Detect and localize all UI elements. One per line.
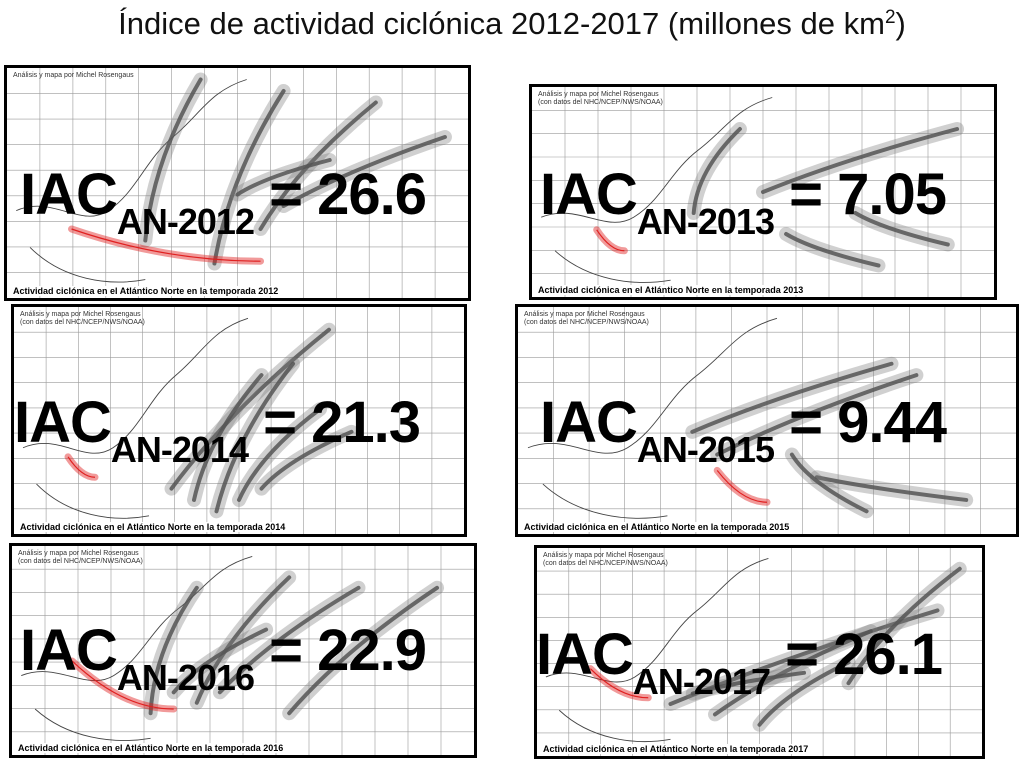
iac-label-2014: IACAN-2014 = 21.3 (14, 390, 421, 470)
map-caption: Actividad ciclónica en el Atlántico Nort… (536, 285, 806, 295)
map-caption: Actividad ciclónica en el Atlántico Nort… (522, 522, 792, 532)
coastline (554, 250, 671, 283)
storm-track (148, 585, 199, 716)
coastline (16, 79, 247, 217)
map-2014 (14, 307, 464, 534)
mexico-storm-swath (713, 466, 771, 506)
storm-track (814, 475, 969, 502)
iac-label-2012: IACAN-2012 = 26.6 (20, 162, 427, 242)
coastline (34, 708, 151, 741)
map-2013 (532, 87, 994, 297)
storm-track (194, 575, 292, 705)
storm-track (281, 135, 447, 208)
map-grid (537, 548, 982, 756)
storm-track (713, 629, 873, 717)
storm-track (784, 232, 881, 268)
map-panel-2014: Análisis y mapa por Michel Rosengaus (con… (11, 304, 467, 537)
map-2012 (7, 68, 468, 298)
map-panel-2012: Análisis y mapa por Michel Rosengaus Act… (4, 65, 471, 301)
coastline (21, 556, 253, 681)
map-credit: Análisis y mapa por Michel Rosengaus (con… (538, 91, 663, 106)
coastline (542, 483, 668, 519)
map-credit: Análisis y mapa por Michel Rosengaus (con… (524, 311, 649, 326)
map-2016 (12, 546, 474, 755)
map-credit: Análisis y mapa por Michel Rosengaus (con… (20, 311, 145, 326)
storm-track (143, 77, 203, 243)
coastline (22, 317, 249, 454)
coastline (541, 97, 773, 223)
storm-track (853, 211, 950, 247)
storm-track (235, 158, 332, 197)
storm-track (846, 566, 962, 686)
map-caption: Actividad ciclónica en el Atlántico Nort… (16, 743, 286, 753)
storm-track (192, 373, 264, 502)
map-panel-2013: Análisis y mapa por Michel Rosengaus (con… (529, 84, 997, 300)
map-grid (518, 307, 1016, 534)
storm-track (690, 361, 894, 434)
coastline (29, 247, 146, 283)
storm-track (214, 361, 295, 514)
storm-track (690, 670, 806, 696)
storm-track (237, 407, 322, 502)
coastline (36, 483, 150, 519)
mexico-storm-track (71, 660, 174, 710)
iac-label-2013: IACAN-2013 = 7.05 (540, 162, 947, 242)
coastline (558, 709, 671, 742)
map-caption: Actividad ciclónica en el Atlántico Nort… (541, 744, 811, 754)
map-2017 (537, 548, 982, 756)
coastline (545, 557, 769, 683)
storm-track (715, 373, 919, 457)
map-credit: Análisis y mapa por Michel Rosengaus (con… (18, 550, 143, 565)
iac-label-2017: IACAN-2017 = 26.1 (536, 622, 943, 702)
coastline (527, 317, 778, 454)
mexico-storm-track (716, 470, 768, 503)
storm-track (789, 452, 869, 514)
mexico-storm-track (67, 456, 96, 478)
map-grid (532, 87, 994, 297)
iac-label-2015: IACAN-2015 = 9.44 (540, 390, 947, 470)
iac-label-2016: IACAN-2016 = 22.9 (20, 618, 427, 698)
map-panel-2016: Análisis y mapa por Michel Rosengaus (con… (9, 543, 477, 758)
map-caption: Actividad ciclónica en el Atlántico Nort… (11, 286, 281, 296)
mexico-storm-track (589, 668, 649, 699)
map-grid (12, 546, 474, 755)
map-panel-2015: Análisis y mapa por Michel Rosengaus (con… (515, 304, 1019, 537)
storm-track (217, 585, 361, 695)
map-2015 (518, 307, 1016, 534)
storm-track (691, 127, 742, 215)
map-caption: Actividad ciclónica en el Atlántico Nort… (18, 522, 288, 532)
map-panel-2017: Análisis y mapa por Michel Rosengaus (con… (534, 545, 985, 759)
mexico-storm-track (596, 229, 625, 252)
storm-track (169, 327, 331, 491)
storm-track (761, 127, 960, 194)
map-credit: Análisis y mapa por Michel Rosengaus (con… (543, 552, 668, 567)
storm-track (171, 627, 269, 695)
storm-track (212, 89, 286, 266)
map-credit: Análisis y mapa por Michel Rosengaus (13, 72, 134, 79)
storm-track (757, 660, 851, 727)
mexico-storm-swath (593, 226, 628, 255)
mexico-storm-swath (64, 453, 99, 481)
page-title: Índice de actividad ciclónica 2012-2017 … (118, 6, 906, 41)
mexico-storm-track (71, 228, 261, 262)
storm-track (287, 585, 440, 716)
storm-track (259, 429, 354, 491)
